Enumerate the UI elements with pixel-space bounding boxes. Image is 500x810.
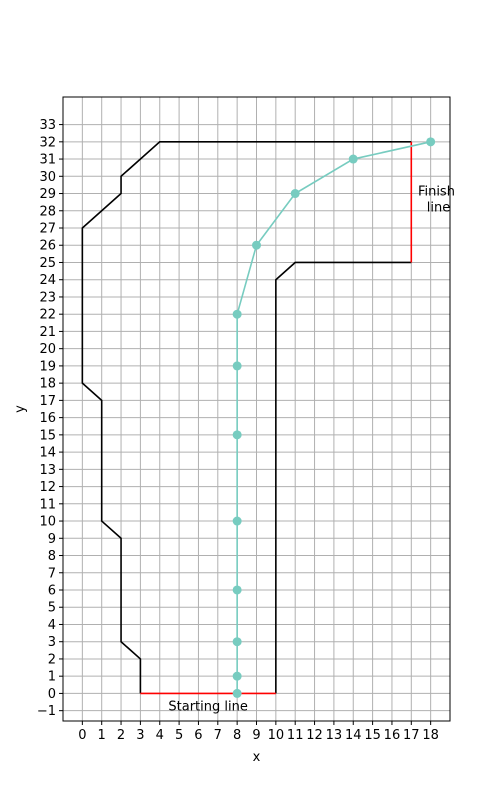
y-tick-label: 31	[39, 153, 56, 168]
x-tick-label: 16	[384, 728, 401, 743]
x-tick-label: 6	[194, 728, 202, 743]
y-tick-label: 20	[39, 342, 56, 357]
y-tick-label: 26	[39, 239, 56, 254]
x-tick-label: 18	[422, 728, 439, 743]
x-tick-label: 12	[306, 728, 323, 743]
y-tick-label: 32	[39, 135, 56, 150]
y-tick-label: 3	[48, 635, 56, 650]
trajectory-point	[252, 240, 261, 250]
y-tick-label: 15	[39, 428, 56, 443]
grid	[63, 97, 450, 721]
y-tick-label: 33	[39, 118, 56, 133]
y-tick-label: 19	[39, 359, 56, 374]
x-tick-label: 2	[117, 728, 125, 743]
finish-line-label: Finish line	[418, 184, 455, 215]
x-tick-label: 14	[345, 728, 362, 743]
y-tick-label: 1	[48, 670, 56, 685]
y-tick-label: 27	[39, 222, 56, 237]
x-tick-label: 0	[78, 728, 86, 743]
x-tick-label: 15	[364, 728, 381, 743]
trajectory-point	[232, 516, 242, 526]
x-tick-label: 5	[175, 728, 183, 743]
plot-area-frame	[62, 96, 451, 722]
y-axis-ticks: −101234567891011121314151617181920212223…	[37, 118, 63, 719]
x-axis-label: x	[253, 750, 261, 765]
x-axis-ticks: 0 1 2 3 4 5 6 7 8 9 10 11 12 13 14 15 16 17 18	[78, 721, 439, 743]
y-tick-label: 25	[39, 256, 56, 271]
y-tick-label: 12	[39, 480, 56, 495]
track-right-boundary	[275, 261, 412, 694]
track-boundary	[81, 141, 412, 694]
trajectory-point	[348, 154, 358, 164]
starting-line-label: Starting line	[168, 699, 247, 714]
y-tick-label: 28	[39, 204, 56, 219]
trajectory-point	[290, 189, 300, 199]
y-tick-label: 8	[48, 549, 56, 564]
finish-line-label-line: line	[423, 200, 451, 215]
y-tick-label: 14	[39, 446, 56, 461]
y-tick-label: 6	[48, 583, 56, 598]
x-tick-label: 4	[156, 728, 164, 743]
trajectory-point	[232, 671, 242, 681]
trajectory-line	[236, 141, 431, 694]
trajectory-point	[232, 361, 242, 371]
trajectory-point	[426, 137, 436, 147]
trajectory-point	[232, 688, 242, 698]
x-tick-label: 17	[403, 728, 420, 743]
x-tick-label: 3	[136, 728, 144, 743]
y-tick-label: 4	[48, 618, 56, 633]
trajectory-point	[232, 585, 242, 595]
x-tick-label: 11	[287, 728, 304, 743]
y-tick-label: 22	[39, 308, 56, 323]
trajectory-point	[232, 309, 242, 319]
finish-line-label-line: Finish	[418, 184, 455, 199]
y-tick-label: 17	[39, 394, 56, 409]
x-tick-label: 8	[233, 728, 241, 743]
y-tick-label: 2	[48, 652, 56, 667]
y-tick-label: 7	[48, 566, 56, 581]
track-left-boundary	[81, 141, 412, 694]
x-tick-label: 1	[98, 728, 106, 743]
y-axis-label: y	[13, 405, 28, 413]
x-tick-label: 7	[214, 728, 222, 743]
line-labels: Starting line Finish line	[168, 184, 455, 714]
y-tick-label: 10	[39, 515, 56, 530]
y-tick-label: 18	[39, 377, 56, 392]
y-tick-label: 16	[39, 411, 56, 426]
start-finish-lines	[140, 141, 413, 695]
y-tick-label: 30	[39, 170, 56, 185]
x-tick-label: 10	[268, 728, 285, 743]
y-tick-label: 13	[39, 463, 56, 478]
y-tick-label: 11	[39, 497, 56, 512]
trajectory-series	[232, 137, 436, 698]
y-tick-label: −1	[37, 704, 56, 719]
x-tick-label: 13	[326, 728, 343, 743]
x-tick-label: 9	[252, 728, 260, 743]
y-tick-label: 23	[39, 290, 56, 305]
trajectory-point	[232, 430, 242, 440]
y-tick-label: 0	[48, 687, 56, 702]
y-tick-label: 21	[39, 325, 56, 340]
trajectory-point	[232, 637, 242, 647]
y-tick-label: 29	[39, 187, 56, 202]
y-tick-label: 5	[48, 601, 56, 616]
y-tick-label: 9	[48, 532, 56, 547]
y-tick-label: 24	[39, 273, 56, 288]
